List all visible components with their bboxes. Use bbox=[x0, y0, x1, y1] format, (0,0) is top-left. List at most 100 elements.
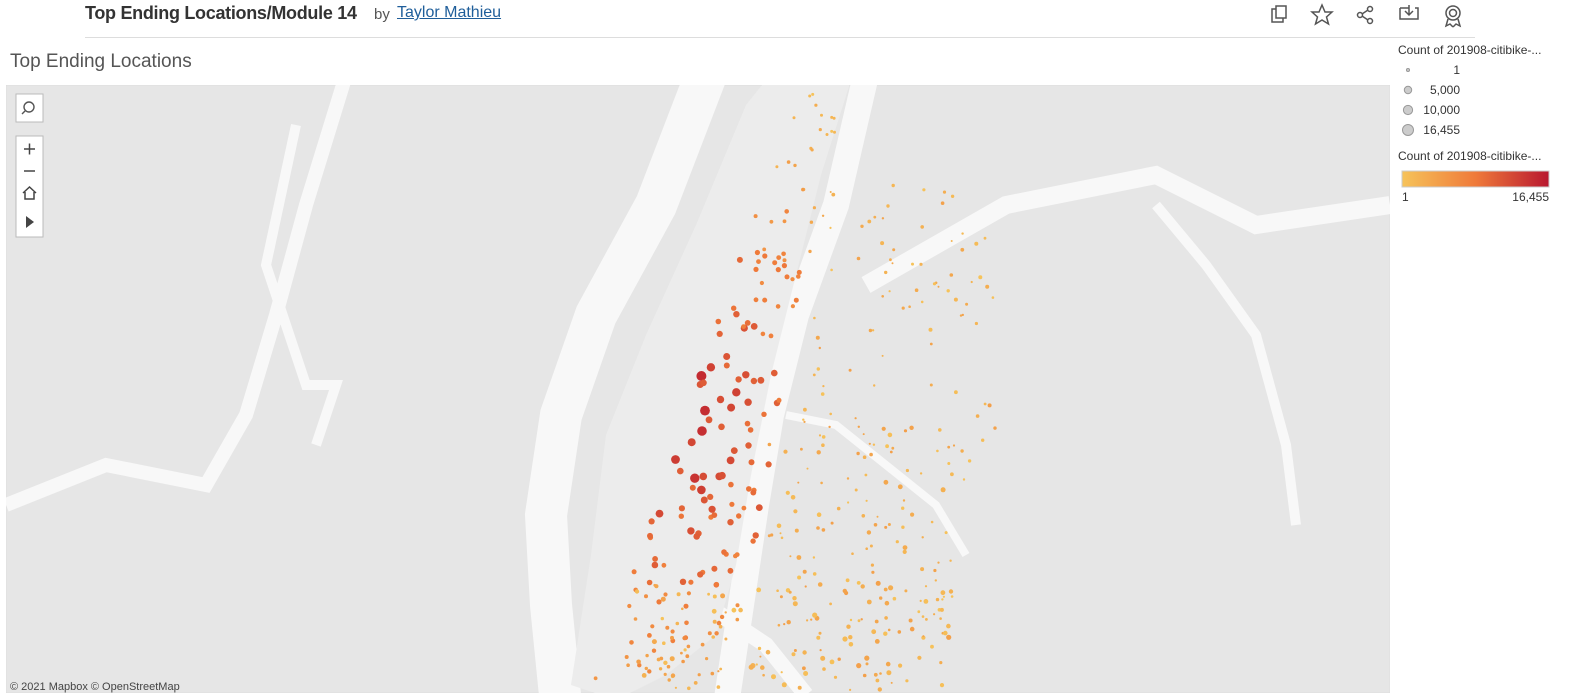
station-dot bbox=[647, 669, 652, 674]
station-dot bbox=[802, 418, 805, 421]
station-dot bbox=[848, 642, 854, 647]
station-dot bbox=[789, 555, 792, 558]
station-dot bbox=[960, 247, 965, 252]
home-button[interactable] bbox=[22, 185, 37, 200]
pan-toggle[interactable] bbox=[26, 216, 34, 228]
station-dot bbox=[797, 685, 802, 690]
station-dot bbox=[783, 449, 788, 454]
station-dot bbox=[750, 489, 757, 496]
station-dot bbox=[678, 513, 684, 519]
station-dot bbox=[902, 545, 908, 550]
station-dot bbox=[785, 490, 790, 495]
station-dot bbox=[865, 662, 869, 666]
station-dot bbox=[736, 256, 743, 263]
favorite-button[interactable] bbox=[1310, 3, 1334, 26]
station-dot bbox=[593, 676, 598, 681]
metrics-button[interactable] bbox=[1444, 5, 1462, 28]
station-dot bbox=[822, 385, 825, 388]
station-dot bbox=[821, 435, 826, 439]
station-dot bbox=[651, 648, 657, 653]
station-dot bbox=[919, 472, 923, 475]
station-dot bbox=[755, 663, 758, 666]
station-dot bbox=[873, 215, 877, 219]
zoom-in[interactable] bbox=[24, 143, 35, 155]
station-dot bbox=[660, 596, 666, 602]
station-dot bbox=[812, 206, 817, 210]
station-dot bbox=[782, 219, 787, 224]
station-dot bbox=[718, 471, 726, 480]
station-dot bbox=[688, 579, 694, 585]
station-dot bbox=[936, 449, 939, 453]
station-dot bbox=[862, 455, 867, 460]
station-dot bbox=[735, 617, 740, 622]
station-dot bbox=[939, 617, 942, 620]
station-dot bbox=[889, 258, 892, 262]
station-dot bbox=[744, 320, 751, 326]
station-dot bbox=[933, 568, 937, 573]
station-dot bbox=[884, 616, 888, 620]
download-button[interactable] bbox=[1399, 5, 1419, 20]
station-dot bbox=[712, 594, 717, 599]
station-dot bbox=[711, 512, 718, 518]
station-dot bbox=[710, 671, 715, 676]
station-dot bbox=[862, 433, 865, 436]
station-dot bbox=[796, 555, 802, 560]
station-dot bbox=[767, 534, 771, 538]
station-dot bbox=[908, 618, 913, 623]
station-dot bbox=[741, 324, 746, 329]
map-attribution: © 2021 Mapbox © OpenStreetMap bbox=[10, 681, 180, 693]
header-rule bbox=[85, 37, 1475, 38]
station-dot bbox=[820, 655, 826, 661]
station-dot bbox=[914, 288, 919, 292]
color-ramp bbox=[1401, 170, 1550, 188]
station-dot bbox=[814, 103, 818, 107]
station-dot bbox=[875, 580, 881, 586]
station-dot bbox=[656, 599, 662, 605]
station-dot bbox=[887, 523, 891, 526]
station-dot bbox=[700, 642, 705, 647]
station-dot bbox=[678, 505, 686, 512]
station-dot bbox=[682, 635, 687, 641]
map[interactable] bbox=[6, 85, 1390, 693]
station-dot bbox=[754, 249, 761, 256]
station-dot bbox=[641, 673, 647, 678]
station-dot bbox=[738, 607, 743, 613]
station-dot bbox=[868, 442, 871, 445]
station-dot bbox=[818, 128, 822, 132]
station-dot bbox=[881, 354, 884, 357]
station-dot bbox=[881, 426, 886, 431]
station-dot bbox=[651, 639, 657, 645]
share-button[interactable] bbox=[1356, 5, 1374, 25]
station-dot bbox=[828, 425, 831, 429]
copy-button[interactable] bbox=[1271, 5, 1287, 23]
author-link[interactable]: Taylor Mathieu bbox=[397, 4, 502, 21]
station-dot bbox=[820, 113, 823, 117]
station-dot bbox=[656, 657, 661, 662]
station-dot bbox=[711, 635, 715, 639]
station-dot bbox=[833, 675, 838, 679]
station-dot bbox=[922, 188, 926, 192]
station-dot bbox=[687, 527, 695, 535]
station-dot bbox=[757, 646, 762, 651]
station-dot bbox=[741, 505, 747, 511]
station-dot bbox=[872, 443, 876, 446]
station-dot bbox=[819, 649, 822, 652]
station-dot bbox=[928, 327, 933, 332]
station-dot bbox=[752, 532, 759, 539]
station-dot bbox=[830, 521, 834, 525]
station-dot bbox=[748, 459, 755, 466]
station-dot bbox=[884, 270, 888, 275]
station-dot bbox=[800, 447, 803, 451]
station-dot bbox=[950, 472, 954, 477]
size-legend-title: Count of 201908-citibike-... bbox=[1398, 43, 1542, 57]
station-dot bbox=[667, 678, 671, 682]
station-dot bbox=[883, 587, 888, 592]
station-dot bbox=[713, 581, 720, 588]
station-dot bbox=[946, 634, 952, 640]
station-dot bbox=[883, 479, 889, 485]
search-button[interactable] bbox=[15, 93, 44, 123]
station-dot bbox=[877, 687, 882, 692]
station-dot bbox=[904, 589, 908, 593]
station-dot bbox=[715, 318, 722, 325]
station-dot bbox=[885, 661, 891, 667]
